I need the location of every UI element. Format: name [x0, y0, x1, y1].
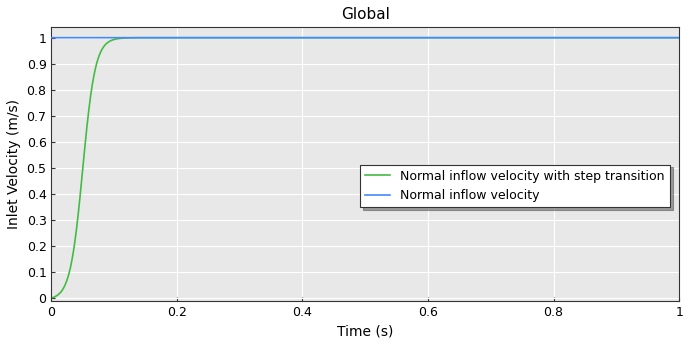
X-axis label: Time (s): Time (s): [337, 324, 393, 338]
Normal inflow velocity with step transition: [515, 36, 524, 40]
Normal inflow velocity with step transition: [309, 36, 317, 40]
Normal inflow velocity with step transition: [564, 36, 572, 40]
Normal inflow velocity: [455, 36, 464, 40]
Normal inflow velocity: [47, 36, 55, 40]
Normal inflow velocity with step transition: [161, 36, 170, 40]
Normal inflow velocity with step transition: [455, 36, 464, 40]
Normal inflow velocity with step transition: [287, 36, 295, 40]
Normal inflow velocity: [424, 36, 432, 40]
Normal inflow velocity: [287, 36, 295, 40]
Normal inflow velocity: [515, 36, 524, 40]
Normal inflow velocity: [161, 36, 170, 40]
Normal inflow velocity with step transition: [47, 296, 55, 300]
Legend: Normal inflow velocity with step transition, Normal inflow velocity: Normal inflow velocity with step transit…: [360, 165, 670, 207]
Line: Normal inflow velocity with step transition: Normal inflow velocity with step transit…: [51, 38, 679, 298]
Normal inflow velocity: [563, 36, 571, 40]
Normal inflow velocity with step transition: [424, 36, 432, 40]
Normal inflow velocity with step transition: [675, 36, 683, 40]
Y-axis label: Inlet Velocity (m/s): Inlet Velocity (m/s): [7, 99, 21, 229]
Normal inflow velocity: [675, 36, 683, 40]
Title: Global: Global: [341, 7, 390, 22]
